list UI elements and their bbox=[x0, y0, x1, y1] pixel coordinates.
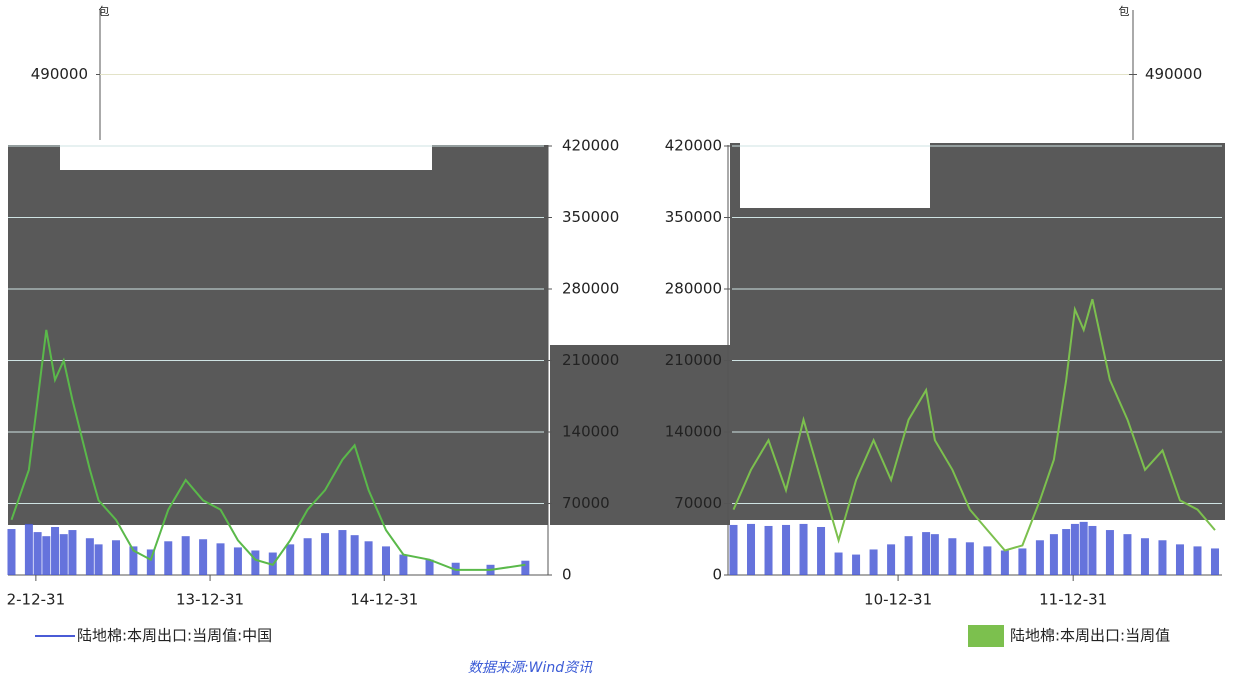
bar bbox=[233, 547, 242, 575]
bar bbox=[887, 544, 896, 575]
bar bbox=[1070, 523, 1079, 575]
bar bbox=[1210, 548, 1219, 575]
bar bbox=[51, 526, 60, 575]
bar bbox=[399, 554, 408, 575]
y-tick-label: 140000 bbox=[665, 423, 722, 441]
bar bbox=[7, 529, 16, 575]
bar bbox=[1158, 540, 1167, 575]
bar bbox=[85, 538, 94, 575]
x-tick-label: 2-12-31 bbox=[7, 591, 66, 609]
panel-background bbox=[8, 145, 548, 525]
y-tick-label: 0 bbox=[712, 566, 722, 584]
bar bbox=[852, 554, 861, 575]
bar bbox=[1000, 550, 1009, 575]
bar bbox=[181, 536, 190, 575]
legend-label: 陆地棉:本周出口:当周值 bbox=[1010, 627, 1170, 645]
y-tick-label: 490000 bbox=[31, 65, 88, 83]
bar bbox=[983, 546, 992, 575]
bar bbox=[1175, 544, 1184, 575]
bar bbox=[425, 559, 434, 575]
bar bbox=[321, 533, 330, 575]
bar bbox=[869, 549, 878, 575]
bar bbox=[303, 538, 312, 575]
y-tick-label: 280000 bbox=[562, 280, 619, 298]
bar bbox=[521, 560, 530, 575]
bar bbox=[382, 546, 390, 575]
y-tick-label: 420000 bbox=[665, 137, 722, 155]
bar bbox=[782, 524, 791, 575]
bar bbox=[1088, 525, 1097, 575]
line bbox=[10, 329, 526, 571]
bar bbox=[129, 546, 138, 575]
line bbox=[732, 298, 1216, 552]
y-tick-label: 210000 bbox=[665, 351, 722, 369]
bar bbox=[1140, 538, 1149, 575]
bar bbox=[251, 550, 260, 575]
y-tick-label: 490000 bbox=[1145, 65, 1202, 83]
y-tick-label: 0 bbox=[562, 566, 572, 584]
x-tick-label: 13-12-31 bbox=[176, 591, 244, 609]
y-tick-label: 420000 bbox=[562, 137, 619, 155]
bar bbox=[350, 535, 359, 575]
bar bbox=[146, 549, 155, 575]
bar bbox=[1018, 548, 1027, 575]
bar bbox=[948, 538, 957, 575]
bar bbox=[1035, 540, 1044, 575]
bar bbox=[112, 540, 120, 575]
bar bbox=[42, 536, 51, 575]
y-tick-label: 210000 bbox=[562, 351, 619, 369]
y-tick-label: 70000 bbox=[674, 494, 722, 512]
x-tick-label: 11-12-31 bbox=[1039, 591, 1107, 609]
bar bbox=[1193, 546, 1202, 575]
bar bbox=[24, 523, 33, 575]
bar bbox=[1123, 534, 1132, 575]
y-tick-label: 70000 bbox=[562, 494, 610, 512]
bar bbox=[817, 526, 826, 575]
bar bbox=[338, 530, 347, 575]
bar bbox=[33, 532, 42, 575]
bar bbox=[965, 542, 974, 575]
source: 数据来源:Wind资讯 bbox=[468, 660, 593, 676]
bar bbox=[364, 541, 373, 575]
bar bbox=[286, 544, 295, 575]
y-tick-label: 350000 bbox=[562, 208, 619, 226]
x-tick-label: 10-12-31 bbox=[864, 591, 932, 609]
legend-label: 陆地棉:本周出口:当周值:中国 bbox=[77, 627, 272, 645]
bar bbox=[199, 539, 208, 575]
panel-background bbox=[60, 145, 432, 170]
bar bbox=[1062, 529, 1071, 575]
bar bbox=[729, 524, 738, 575]
y-tick-label: 280000 bbox=[665, 280, 722, 298]
panel-background bbox=[740, 143, 930, 208]
bar bbox=[834, 552, 843, 575]
bar bbox=[59, 534, 68, 575]
bar bbox=[764, 525, 773, 575]
bar bbox=[922, 532, 931, 575]
bar bbox=[68, 530, 77, 575]
axis-unit: 包 bbox=[99, 5, 110, 18]
bar bbox=[216, 543, 225, 575]
y-tick-label: 140000 bbox=[562, 423, 619, 441]
legend-symbol bbox=[968, 625, 1004, 647]
y-tick-label: 350000 bbox=[665, 208, 722, 226]
bar bbox=[1049, 534, 1058, 575]
bar bbox=[94, 544, 103, 575]
bar bbox=[904, 536, 913, 575]
x-tick-label: 14-12-31 bbox=[350, 591, 418, 609]
bar bbox=[799, 523, 808, 575]
bar bbox=[1079, 521, 1088, 575]
bar bbox=[747, 523, 756, 575]
axis-unit: 包 bbox=[1119, 5, 1130, 18]
panel-background bbox=[550, 345, 730, 525]
bar bbox=[1105, 530, 1114, 575]
bar bbox=[164, 541, 173, 575]
bar bbox=[930, 534, 939, 575]
